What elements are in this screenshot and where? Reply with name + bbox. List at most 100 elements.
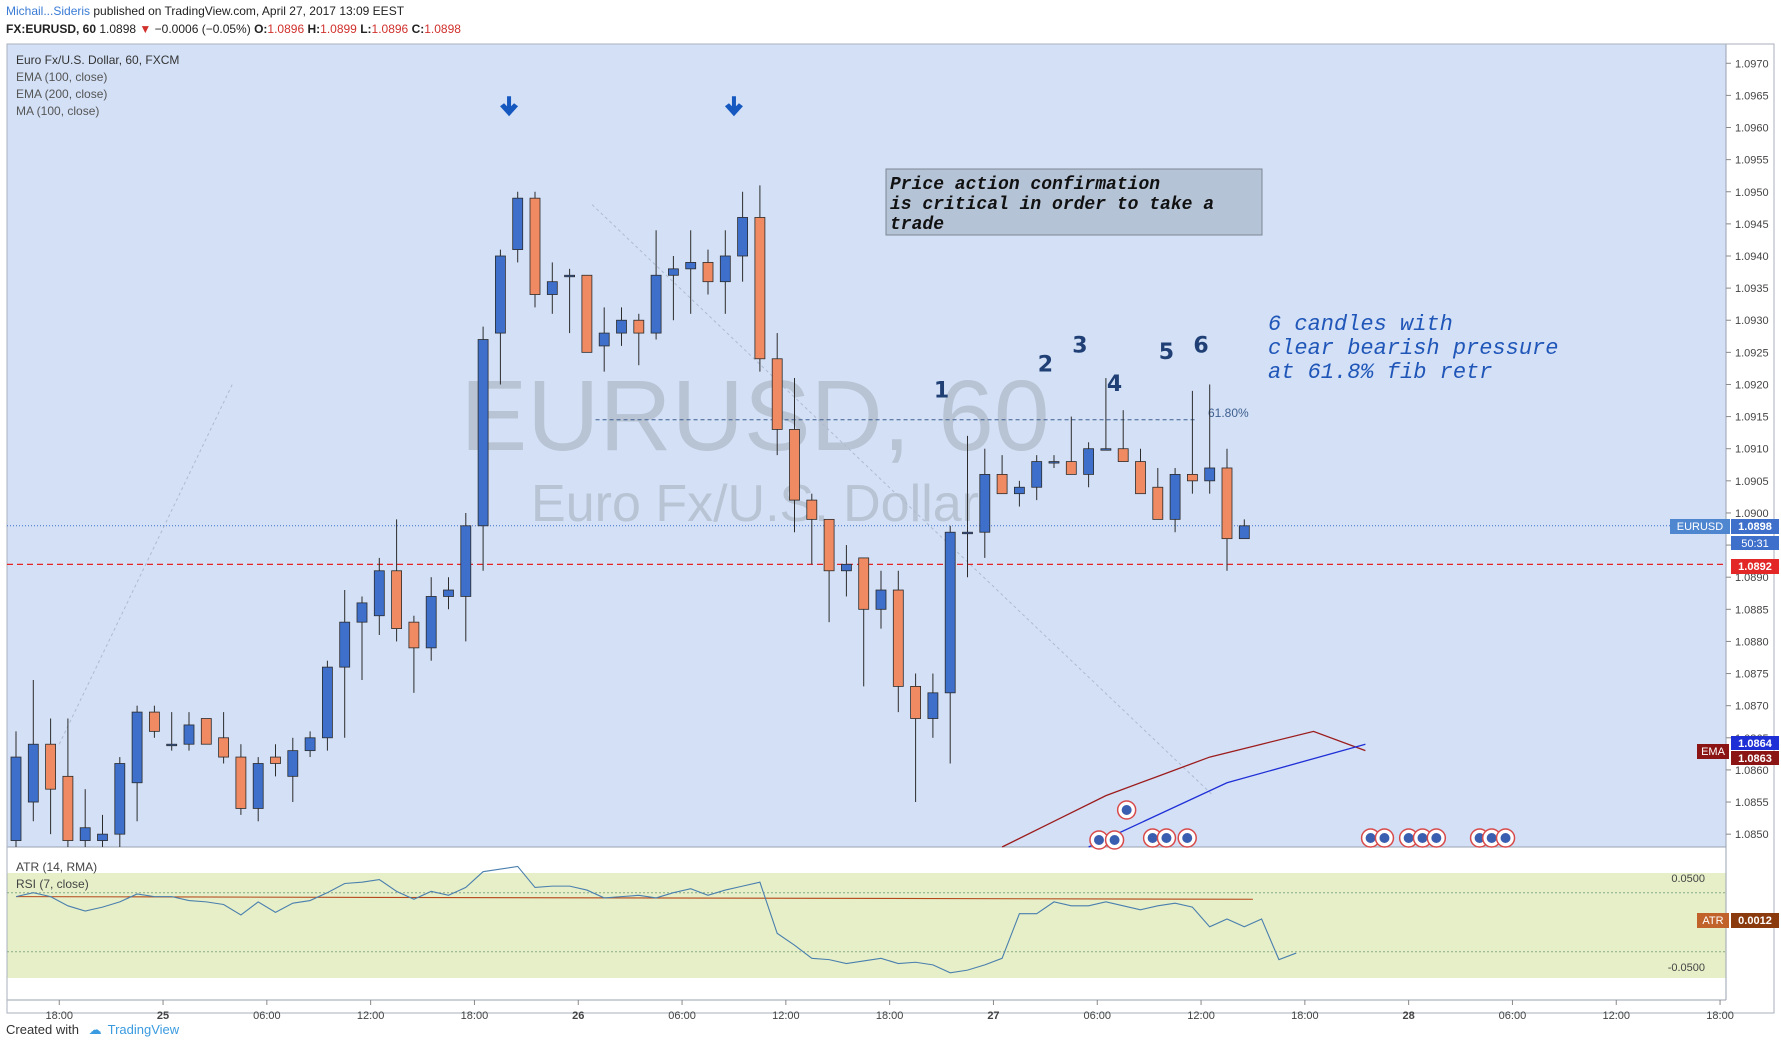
event-flag-icon xyxy=(1142,828,1163,848)
x-tick-label: 12:00 xyxy=(1602,1010,1630,1022)
legend-ema100[interactable]: EMA (100, close) xyxy=(16,70,107,84)
candle-body xyxy=(668,268,679,276)
candle-body xyxy=(512,197,524,250)
atr-label[interactable]: ATR (14, RMA) xyxy=(16,860,97,874)
candle-body xyxy=(1031,461,1043,488)
candle xyxy=(892,570,904,713)
y-tick-label: 1.0855 xyxy=(1735,797,1769,809)
atr-line xyxy=(15,896,1253,900)
candle-body xyxy=(10,756,22,841)
svg-text:1.0864: 1.0864 xyxy=(1738,738,1773,750)
candle xyxy=(45,718,56,835)
candle xyxy=(512,191,524,263)
x-tick-label: 18:00 xyxy=(461,1010,489,1022)
candle-body xyxy=(546,281,558,295)
candle-body xyxy=(702,262,714,283)
x-tick-label: 06:00 xyxy=(1499,1010,1527,1022)
candle-body xyxy=(771,358,783,430)
candle xyxy=(373,557,385,636)
down-triangle-icon: ▼ xyxy=(139,22,152,36)
x-tick-label: 12:00 xyxy=(772,1010,800,1022)
candle xyxy=(252,757,264,822)
candle xyxy=(408,615,420,693)
rsi-label[interactable]: RSI (7, close) xyxy=(16,877,89,891)
trend-line xyxy=(58,384,233,745)
candle-body xyxy=(304,737,316,752)
candle-body xyxy=(200,718,212,745)
symbol-label: FX:EURUSD, 60 xyxy=(6,22,97,36)
candle xyxy=(1065,416,1077,475)
note-box[interactable] xyxy=(885,168,1263,236)
candle-body xyxy=(927,692,939,719)
ema-line xyxy=(1001,730,1366,848)
y-tick-label: 1.0935 xyxy=(1735,283,1769,295)
event-flags[interactable] xyxy=(1089,800,1516,850)
candle-body xyxy=(1014,486,1025,495)
x-tick-label: 18:00 xyxy=(1706,1010,1734,1022)
candle xyxy=(321,660,333,751)
countdown-tag: 50:31 xyxy=(1731,536,1779,550)
rsi-line xyxy=(15,865,1297,974)
candle xyxy=(62,718,74,847)
candle xyxy=(10,731,22,847)
candle xyxy=(875,570,887,629)
candle xyxy=(391,519,403,642)
candle-body xyxy=(1187,474,1198,482)
candle-body xyxy=(339,621,351,668)
lower-tick-top: 0.0500 xyxy=(1671,873,1705,885)
candle-body xyxy=(979,474,991,533)
candle xyxy=(789,378,800,533)
y-tick-label: 1.0910 xyxy=(1735,444,1769,456)
candle-body xyxy=(79,827,91,841)
candle xyxy=(1187,390,1198,494)
candle xyxy=(356,596,368,680)
candle xyxy=(425,577,437,661)
svg-text:0.0012: 0.0012 xyxy=(1738,915,1772,927)
candle-body xyxy=(356,602,368,623)
author-link[interactable]: Michail...Sideris xyxy=(6,4,91,18)
candle-body xyxy=(685,262,697,270)
x-tick-label: 18:00 xyxy=(45,1010,73,1022)
candle-body xyxy=(45,743,56,790)
candle-body xyxy=(858,557,870,610)
candle-body xyxy=(148,711,160,732)
candle xyxy=(131,705,143,822)
candle-body xyxy=(1117,448,1129,462)
candle xyxy=(1221,448,1233,571)
candle xyxy=(650,230,662,340)
tradingview-link[interactable]: TradingView xyxy=(107,1022,180,1037)
candle xyxy=(1135,448,1146,495)
candle xyxy=(754,185,766,372)
y-tick-label: 1.0950 xyxy=(1735,187,1769,199)
candle-body xyxy=(633,319,645,334)
y-tick-label: 1.0905 xyxy=(1735,476,1769,488)
main-pane[interactable] xyxy=(7,44,1726,847)
candle-body xyxy=(131,711,143,784)
footer: Created with ☁ TradingView xyxy=(6,1022,179,1038)
candle-body xyxy=(1238,525,1250,540)
svg-text:1.0863: 1.0863 xyxy=(1738,753,1772,765)
svg-text:ATR: ATR xyxy=(1702,915,1723,927)
legend-ma100[interactable]: MA (100, close) xyxy=(16,104,99,118)
y-tick-label: 1.0875 xyxy=(1735,669,1769,681)
candle-body xyxy=(166,743,178,747)
y-tick-label: 1.0900 xyxy=(1735,508,1769,520)
candle-body xyxy=(391,570,403,629)
svg-text:50:31: 50:31 xyxy=(1741,538,1769,550)
candle-body xyxy=(1135,461,1146,495)
candle-body xyxy=(460,525,472,597)
legend-ema200[interactable]: EMA (200, close) xyxy=(16,87,107,101)
candle xyxy=(668,255,679,321)
y-tick-label: 1.0945 xyxy=(1735,219,1769,231)
candle xyxy=(270,744,281,777)
y-tick-label: 1.0940 xyxy=(1735,251,1769,263)
event-flag-icon xyxy=(1116,800,1137,820)
ma-tag: 1.0864 xyxy=(1731,736,1779,750)
candle-body xyxy=(321,666,333,739)
candle xyxy=(460,512,472,642)
candle-body xyxy=(564,274,575,278)
candle xyxy=(823,518,835,623)
wave-label: 2 xyxy=(1038,353,1053,378)
candle-body xyxy=(270,756,281,764)
